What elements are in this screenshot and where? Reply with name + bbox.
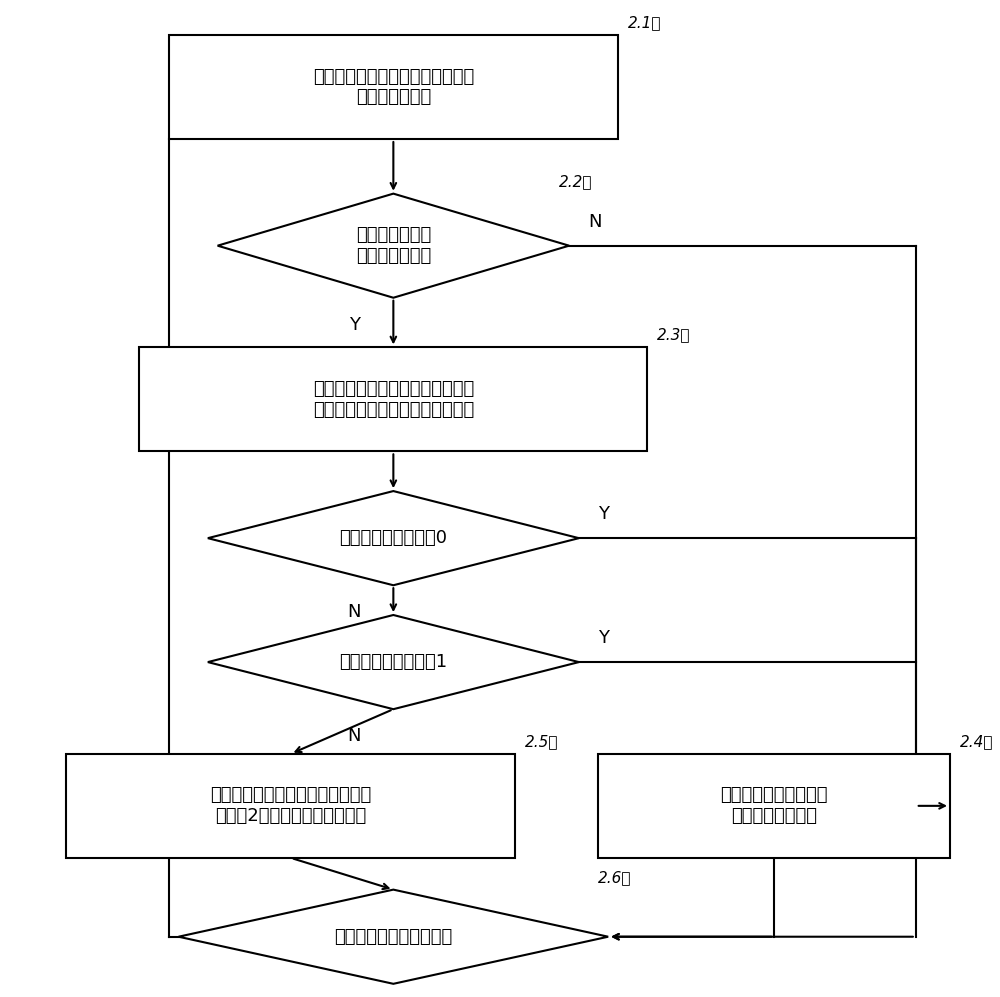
Text: 2.6）: 2.6） bbox=[598, 869, 632, 884]
Text: 针对当前供电链路中的
所有设备进行分层: 针对当前供电链路中的 所有设备进行分层 bbox=[720, 787, 828, 826]
Text: Y: Y bbox=[349, 316, 360, 334]
Polygon shape bbox=[208, 615, 579, 709]
Text: 2.3）: 2.3） bbox=[657, 327, 690, 342]
Text: Y: Y bbox=[598, 629, 609, 647]
FancyBboxPatch shape bbox=[598, 754, 950, 857]
Polygon shape bbox=[208, 492, 579, 585]
Text: 当前供电链路中
存在告警装置？: 当前供电链路中 存在告警装置？ bbox=[356, 226, 431, 265]
FancyBboxPatch shape bbox=[66, 754, 515, 857]
Polygon shape bbox=[218, 193, 569, 298]
Text: 针对当前供电链路中上传告警信息
数量为2的设备及下游设备分层: 针对当前供电链路中上传告警信息 数量为2的设备及下游设备分层 bbox=[210, 787, 371, 826]
Text: 从配电网络中选择一条供电链路作
为当前供电链路: 从配电网络中选择一条供电链路作 为当前供电链路 bbox=[313, 68, 474, 107]
Text: 告警信息最大数量为1: 告警信息最大数量为1 bbox=[339, 653, 447, 671]
Text: 统计当前供电链路中各个设备上的
告警装置输出的告警信息最大数量: 统计当前供电链路中各个设备上的 告警装置输出的告警信息最大数量 bbox=[313, 380, 474, 419]
Text: 2.2）: 2.2） bbox=[559, 173, 593, 188]
FancyBboxPatch shape bbox=[139, 347, 647, 452]
Text: Y: Y bbox=[598, 505, 609, 523]
Text: N: N bbox=[589, 212, 602, 231]
Text: 所有供电链路分层完毕？: 所有供电链路分层完毕？ bbox=[334, 928, 452, 946]
Polygon shape bbox=[179, 889, 608, 984]
Text: 2.1）: 2.1） bbox=[628, 15, 661, 30]
Text: 告警信息最大数量为0: 告警信息最大数量为0 bbox=[339, 529, 447, 547]
Text: N: N bbox=[348, 603, 361, 621]
Text: 2.4）: 2.4） bbox=[960, 734, 993, 749]
FancyBboxPatch shape bbox=[169, 35, 618, 140]
Text: 2.5）: 2.5） bbox=[525, 734, 559, 749]
Text: N: N bbox=[348, 727, 361, 745]
